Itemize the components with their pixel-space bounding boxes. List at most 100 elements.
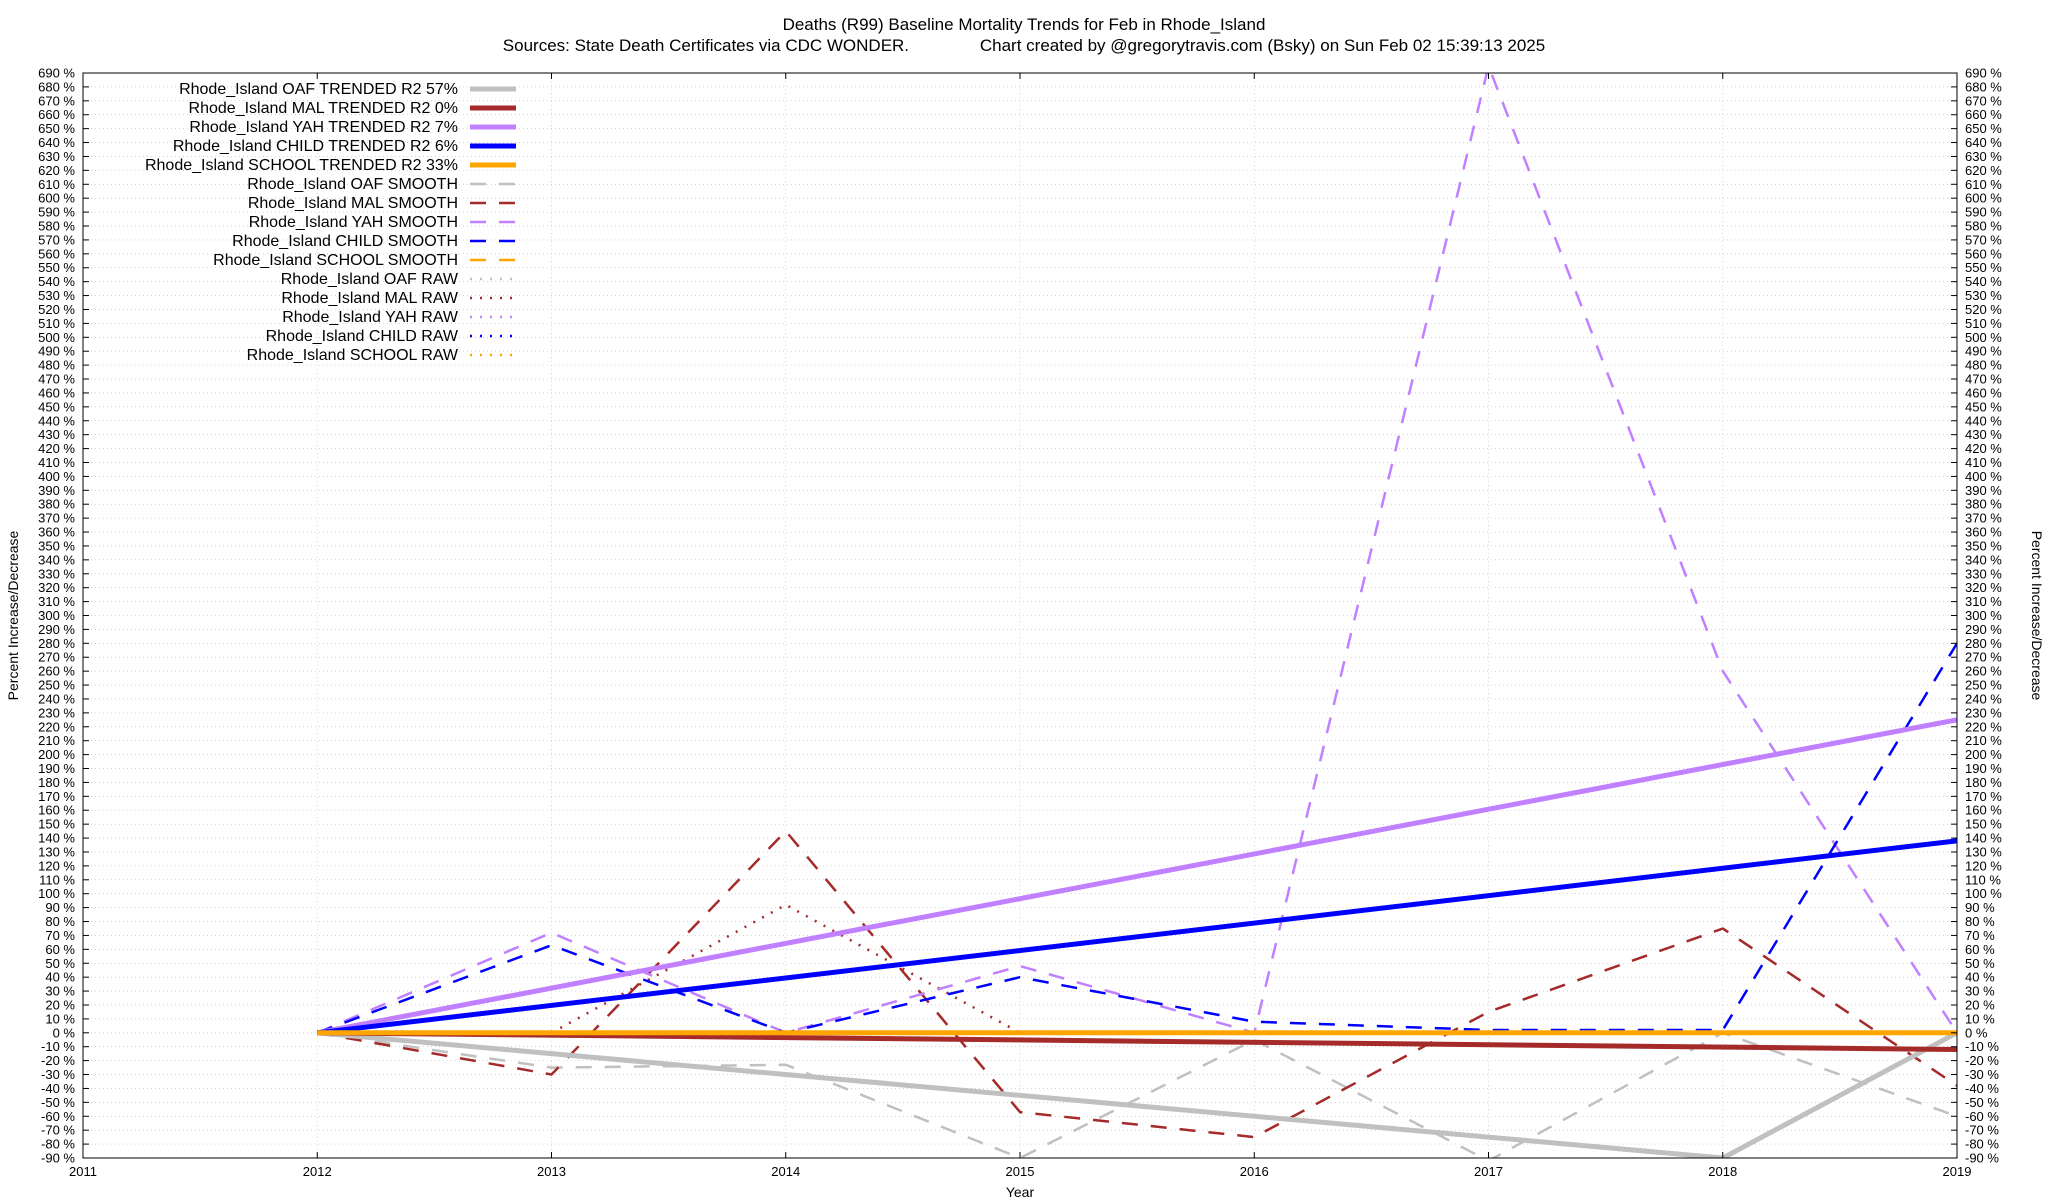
x-tick-label: 2019 (1943, 1164, 1972, 1179)
y2-tick-label: 280 % (1965, 636, 2002, 651)
y-tick-label: 530 % (38, 288, 75, 303)
y2-tick-label: 150 % (1965, 817, 2002, 832)
y-tick-label: 560 % (38, 246, 75, 261)
legend-label: Rhode_Island MAL RAW (281, 290, 459, 307)
y2-tick-label: 420 % (1965, 441, 2002, 456)
y-tick-label: 210 % (38, 733, 75, 748)
y2-tick-label: 220 % (1965, 719, 2002, 734)
series-line (316, 642, 1957, 1035)
y2-tick-label: -40 % (1965, 1081, 1999, 1096)
y-tick-label: 20 % (45, 997, 75, 1012)
y-tick-label: 320 % (38, 580, 75, 595)
x-tick-label: 2013 (537, 1164, 566, 1179)
y-tick-label: 260 % (38, 664, 75, 679)
y2-tick-label: 30 % (1965, 984, 1995, 999)
y-tick-label: -30 % (41, 1067, 75, 1082)
y-tick-label: 280 % (38, 636, 75, 651)
y2-tick-label: 200 % (1965, 747, 2002, 762)
y2-tick-label: -10 % (1965, 1039, 1999, 1054)
y2-tick-label: 320 % (1965, 580, 2002, 595)
y-tick-label: 270 % (38, 650, 75, 665)
y2-tick-label: 340 % (1965, 552, 2002, 567)
y2-tick-label: 40 % (1965, 970, 1995, 985)
series-line (317, 1030, 1957, 1052)
y-tick-label: 290 % (38, 622, 75, 637)
y-tick-label: -50 % (41, 1095, 75, 1110)
y2-tick-label: 140 % (1965, 831, 2002, 846)
y2-tick-label: 100 % (1965, 886, 2002, 901)
y2-tick-label: 380 % (1965, 497, 2002, 512)
y2-tick-label: 50 % (1965, 956, 1995, 971)
y-tick-label: 100 % (38, 886, 75, 901)
x-tick-label: 2011 (69, 1164, 97, 1179)
x-tick-label: 2012 (303, 1164, 332, 1179)
y-tick-label: 140 % (38, 831, 75, 846)
legend-label: Rhode_Island CHILD TRENDED R2 6% (173, 138, 458, 155)
y2-tick-label: 110 % (1965, 872, 2001, 887)
y2-tick-label: 180 % (1965, 775, 2002, 790)
y2-tick-label: 20 % (1965, 997, 1995, 1012)
y2-tick-label: 570 % (1965, 232, 2002, 247)
y-tick-label: 450 % (38, 399, 75, 414)
y2-tick-label: 480 % (1965, 358, 2002, 373)
y2-tick-label: 660 % (1965, 107, 2002, 122)
y2-tick-label: 330 % (1965, 566, 2002, 581)
y2-tick-label: 690 % (1965, 66, 2002, 81)
y-tick-label: 310 % (38, 594, 75, 609)
y-tick-label: 240 % (38, 691, 75, 706)
y-tick-label: 650 % (38, 121, 75, 136)
y2-tick-label: 460 % (1965, 385, 2002, 400)
y-tick-label: 690 % (38, 66, 75, 81)
y2-tick-label: 500 % (1965, 330, 2002, 345)
y-tick-label: 160 % (38, 803, 75, 818)
y-tick-label: 10 % (45, 1011, 75, 1026)
y2-tick-label: 450 % (1965, 399, 2002, 414)
y2-tick-label: 0 % (1965, 1025, 1988, 1040)
y2-tick-label: 350 % (1965, 538, 2002, 553)
y2-tick-label: 440 % (1965, 413, 2002, 428)
legend-label: Rhode_Island OAF TRENDED R2 57% (179, 81, 458, 98)
x-tick-label: 2018 (1708, 1164, 1737, 1179)
y2-tick-label: 120 % (1965, 858, 2002, 873)
legend-label: Rhode_Island YAH SMOOTH (249, 214, 458, 231)
y-tick-label: 30 % (45, 984, 75, 999)
y-tick-label: 490 % (38, 344, 75, 359)
y2-tick-label: 260 % (1965, 664, 2002, 679)
y-tick-label: 400 % (38, 469, 75, 484)
y-tick-label: -40 % (41, 1081, 75, 1096)
y-tick-label: -60 % (41, 1109, 75, 1124)
y-tick-label: 440 % (38, 413, 75, 428)
y-tick-label: -90 % (41, 1151, 75, 1166)
y-tick-label: 640 % (38, 135, 75, 150)
y2-tick-label: -30 % (1965, 1067, 1999, 1082)
y-tick-label: 360 % (38, 525, 75, 540)
y-tick-label: 40 % (45, 970, 75, 985)
chart-title: Deaths (R99) Baseline Mortality Trends f… (783, 15, 1266, 34)
y-tick-label: 350 % (38, 538, 75, 553)
y-tick-label: 660 % (38, 107, 75, 122)
y-tick-label: 500 % (38, 330, 75, 345)
y-tick-label: 510 % (38, 316, 75, 331)
y2-tick-label: 70 % (1965, 928, 1995, 943)
legend-label: Rhode_Island CHILD SMOOTH (232, 233, 458, 250)
y2-tick-label: 650 % (1965, 121, 2002, 136)
x-tick-label: 2017 (1474, 1164, 1503, 1179)
y-tick-label: 570 % (38, 232, 75, 247)
y2-tick-label: 520 % (1965, 302, 2002, 317)
y2-tick-label: 90 % (1965, 900, 1995, 915)
y2-tick-label: 60 % (1965, 942, 1995, 957)
series-line (317, 1030, 1957, 1158)
y-tick-label: 190 % (38, 761, 75, 776)
y2-tick-label: 300 % (1965, 608, 2002, 623)
y2-tick-label: 230 % (1965, 705, 2002, 720)
y-tick-label: 470 % (38, 372, 75, 387)
y-tick-label: 430 % (38, 427, 75, 442)
y-tick-label: 120 % (38, 858, 75, 873)
y-tick-label: 300 % (38, 608, 75, 623)
y2-tick-label: 360 % (1965, 525, 2002, 540)
y2-tick-label: -20 % (1965, 1053, 1999, 1068)
y2-tick-label: 130 % (1965, 844, 2002, 859)
y-tick-label: 600 % (38, 191, 75, 206)
legend-label: Rhode_Island SCHOOL RAW (247, 347, 459, 364)
y2-tick-label: 240 % (1965, 691, 2002, 706)
